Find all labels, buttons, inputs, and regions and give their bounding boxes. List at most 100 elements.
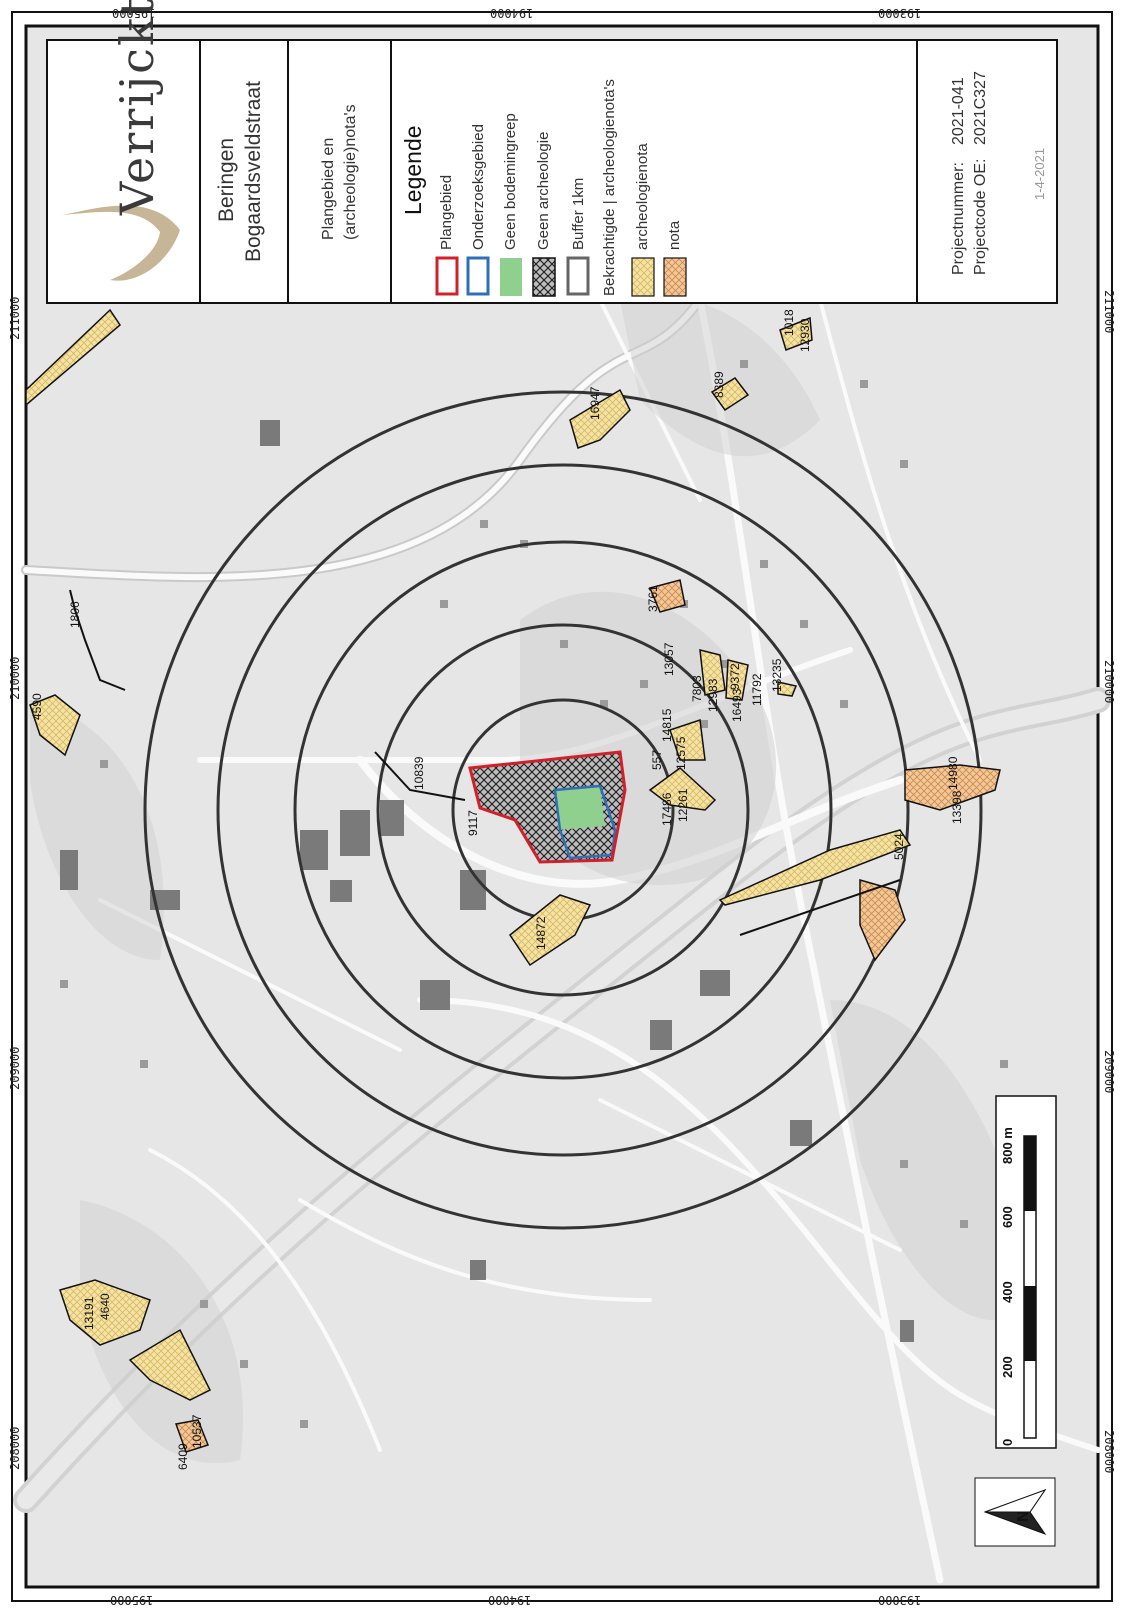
nota-polygons <box>25 308 1001 1453</box>
legend-symbol-buffer <box>566 256 590 296</box>
site-label: 9372 <box>728 663 742 690</box>
site-label: 8389 <box>712 371 726 398</box>
site-label: 7803 <box>690 675 704 702</box>
legend-label-nota: nota <box>666 220 683 250</box>
north-arrow <box>974 1477 1056 1547</box>
coord-left-1: 211000 <box>8 296 22 340</box>
site-label: 9117 <box>466 810 480 836</box>
site-label: 10537 <box>190 1414 204 1448</box>
site-label: 12261 <box>676 788 690 822</box>
site-14815 <box>669 718 706 761</box>
project-number-label: Projectnummer: <box>950 162 967 275</box>
coord-right-2: 210000 <box>1102 660 1116 704</box>
coord-left-3: 209000 <box>8 1046 22 1090</box>
site-12261 <box>648 767 717 811</box>
project-code-label: Projectcode OE: <box>972 158 989 276</box>
site-label: 12930 <box>798 318 812 352</box>
site-9372 <box>725 659 749 701</box>
location-line1: Beringen <box>215 137 238 222</box>
site-6409 <box>174 1419 209 1453</box>
legend-label-onderzoeksgebied: Onderzoeksgebied <box>470 124 487 250</box>
site-label: 1018 <box>782 309 796 336</box>
site-14872 <box>508 894 592 967</box>
site-12930 <box>779 316 813 351</box>
buffer-ring-5 <box>143 390 983 1230</box>
scale-bar <box>995 1095 1057 1449</box>
site-label: 13235 <box>770 658 784 692</box>
site-label: 4590 <box>30 693 44 720</box>
site-8389 <box>710 377 750 412</box>
coord-left-2: 210000 <box>8 656 22 700</box>
location-line2: Bogaardsveldstraat <box>242 81 265 262</box>
site-label: 17486 <box>660 792 674 826</box>
site-label: 10839 <box>412 756 426 790</box>
scale-label-0: 0 <box>1000 1438 1015 1446</box>
buffer-rings <box>143 390 983 1230</box>
buffer-ring-3 <box>293 540 833 1080</box>
plangebied <box>468 750 627 864</box>
project-code-value: 2021C327 <box>972 71 989 145</box>
site-4590 <box>29 694 81 757</box>
site-label: 13057 <box>662 642 676 676</box>
plangebied-outline <box>468 750 627 864</box>
site-13191 <box>59 1279 151 1346</box>
map-title-line2: (archeologie)nota's <box>342 104 359 240</box>
project-date: 1-4-2021 <box>1032 147 1047 200</box>
site-label: 16493 <box>730 688 744 722</box>
north-arrow-label: N <box>1015 1510 1032 1522</box>
site-label: 13191 <box>82 1296 96 1330</box>
site-label: 13398 <box>950 790 964 824</box>
site-label: 14815 <box>660 708 674 742</box>
site-label: 3761 <box>646 585 660 612</box>
legend-heading: Legende <box>400 125 426 215</box>
legend-symbol-plangebied <box>435 256 459 296</box>
site-label: 12983 <box>706 678 720 712</box>
buffer-ring-2 <box>376 623 750 997</box>
logo-text: Verrijckt <box>110 0 164 215</box>
scale-label-800: 800 m <box>1000 1127 1015 1164</box>
legend-label-plangebied: Plangebied <box>438 174 455 250</box>
map-title-line1: Plangebied en <box>320 137 337 240</box>
coord-bottom-3: 193000 <box>878 1593 922 1607</box>
legend-symbol-geen-bodemingreep <box>500 258 522 296</box>
site-13398 <box>859 879 906 962</box>
legend-label-geen-bodemingreep: Geen bodemingreep <box>502 113 519 250</box>
site-label: 4640 <box>98 1293 112 1320</box>
scale-label-600: 600 <box>1000 1206 1015 1228</box>
title-block <box>46 39 1058 304</box>
site-label: 5024 <box>892 833 906 860</box>
coord-top-2: 194000 <box>490 6 534 20</box>
coord-left-4: 208000 <box>8 1426 22 1470</box>
coord-top-3: 193000 <box>878 6 922 20</box>
geen-bodemingreep-area <box>555 786 605 830</box>
legend-symbol-onderzoeksgebied <box>466 256 490 296</box>
site-label: 11792 <box>750 673 764 706</box>
scale-label-200: 200 <box>1000 1356 1015 1378</box>
site-13235 <box>777 681 798 697</box>
site-label: 557 <box>650 749 664 770</box>
legend-symbol-archeologienota <box>631 257 655 297</box>
coord-right-1: 211000 <box>1102 290 1116 334</box>
legend-label-archeologienota: archeologienota <box>634 143 651 250</box>
buffer-ring-4 <box>216 463 910 1157</box>
logo-swoosh-icon <box>62 205 180 281</box>
small-buildings <box>60 360 1008 1428</box>
site-label: 6409 <box>176 1443 190 1470</box>
site-14980 <box>904 764 1001 811</box>
project-number-value: 2021-041 <box>950 77 967 145</box>
site-3761 <box>648 579 686 613</box>
legend-label-bekrachtigde: Bekrachtigde | archeologienota's <box>601 79 618 296</box>
site-13057 <box>699 649 726 696</box>
legend-symbol-nota <box>663 257 687 297</box>
site-label: 14872 <box>534 916 548 950</box>
geen-archeologie-area <box>470 752 625 862</box>
coord-right-3: 209000 <box>1102 1050 1116 1094</box>
site-label: 1806 <box>68 601 82 628</box>
site-10537 <box>128 1328 212 1401</box>
coord-right-4: 208000 <box>1102 1430 1116 1474</box>
coord-bottom-2: 194000 <box>488 1593 532 1607</box>
site-16947 <box>569 388 631 449</box>
site-label: 16947 <box>588 386 602 420</box>
nota-lines <box>69 589 901 936</box>
